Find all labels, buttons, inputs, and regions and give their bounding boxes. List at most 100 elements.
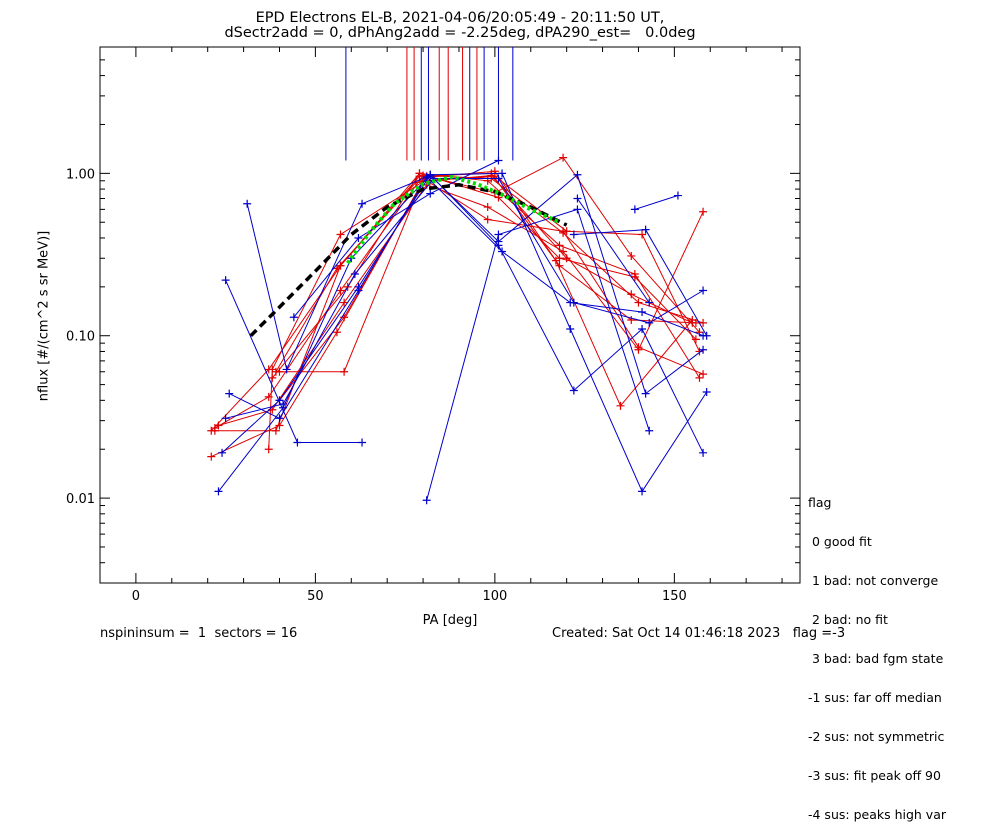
data-point-marker (573, 205, 582, 214)
data-point-marker (562, 254, 571, 263)
data-point-marker (293, 438, 302, 447)
data-point-marker (645, 298, 654, 307)
data-point-marker (555, 254, 564, 263)
data-point-marker (630, 205, 639, 214)
series-line-red (214, 174, 704, 429)
legend-line: 1 bad: not converge (808, 573, 939, 588)
data-point-marker (569, 230, 578, 239)
y-tick-label: 0.01 (66, 492, 95, 507)
data-point-marker (627, 290, 636, 299)
data-point-marker (638, 487, 647, 496)
legend-line: -2 sus: not symmetric (808, 729, 945, 744)
fit-curve-green (346, 174, 561, 265)
series-line-blue (293, 160, 499, 318)
legend-line: 0 good fit (808, 534, 872, 549)
data-point-marker (483, 215, 492, 224)
legend-line: 2 bad: no fit (808, 612, 888, 627)
data-point-marker (494, 156, 503, 165)
data-point-marker (426, 171, 435, 180)
data-point-marker (358, 438, 367, 447)
series-line-blue (221, 172, 708, 493)
data-point-marker (699, 207, 708, 216)
series-line-blue (246, 173, 704, 395)
data-point-marker (559, 153, 568, 162)
data-point-marker (638, 325, 647, 334)
data-point-marker (214, 487, 223, 496)
data-point-marker (225, 389, 234, 398)
data-point-marker (566, 325, 575, 334)
data-point-marker (498, 169, 507, 178)
data-point-marker (494, 174, 503, 183)
data-point-marker (336, 230, 345, 239)
data-point-marker (695, 373, 704, 382)
data-point-marker (630, 272, 639, 281)
data-point-marker (641, 225, 650, 234)
data-point-marker (264, 445, 273, 454)
data-point-marker (645, 318, 654, 327)
data-point-marker (354, 286, 363, 295)
x-tick-label: 0 (132, 589, 140, 604)
data-point-marker (358, 199, 367, 208)
x-axis-label: PA [deg] (422, 613, 478, 628)
data-point-marker (688, 318, 697, 327)
data-point-marker (498, 247, 507, 256)
data-point-marker (566, 298, 575, 307)
footer-created-info: Created: Sat Oct 14 01:46:18 2023 flag =… (552, 626, 846, 641)
data-point-marker (645, 426, 654, 435)
flag-legend: flag 0 good fit 1 bad: not converge 2 ba… (808, 470, 946, 834)
pa-distribution-plot: 0 50 100 150 0.01 0.10 1.00 (66, 46, 801, 604)
data-point-marker (555, 241, 564, 250)
data-point-marker (350, 269, 359, 278)
data-point-marker (634, 343, 643, 352)
legend-line: -1 sus: far off median (808, 690, 942, 705)
data-point-marker (627, 251, 636, 260)
x-tick-label: 50 (307, 589, 324, 604)
x-tick-label: 150 (662, 589, 687, 604)
footer-spin-info: nspininsum = 1 sectors = 16 (100, 626, 298, 641)
series-line-red (271, 172, 697, 379)
data-point-marker (271, 426, 280, 435)
series-line-blue (218, 174, 704, 492)
plot-title-line-2: dSectr2add = 0, dPhAng2add = -2.25deg, d… (224, 25, 696, 41)
data-point-marker (354, 233, 363, 242)
data-point-marker (695, 328, 704, 337)
plot-frame (99, 46, 801, 584)
data-point-marker (616, 401, 625, 410)
data-point-marker (243, 199, 252, 208)
data-point-marker (699, 345, 708, 354)
data-point-marker (699, 286, 708, 295)
data-point-marker (691, 335, 700, 344)
data-point-marker (627, 315, 636, 324)
data-point-marker (641, 389, 650, 398)
legend-line: 3 bad: bad fgm state (808, 651, 944, 666)
data-point-marker (218, 448, 227, 457)
data-point-marker (271, 367, 280, 376)
legend-line: -3 sus: fit peak off 90 (808, 768, 941, 783)
data-point-marker (573, 170, 582, 179)
data-point-marker (702, 331, 711, 340)
data-point-marker (282, 365, 291, 374)
y-tick-label: 1.00 (66, 167, 95, 182)
data-point-marker (289, 313, 298, 322)
series-line-blue (426, 208, 650, 501)
data-point-marker (426, 189, 435, 198)
plot-title-line-1: EPD Electrons EL-B, 2021-04-06/20:05:49 … (255, 10, 665, 26)
y-axis-label: nflux [#/(cm^2 s sr MeV)] (36, 230, 52, 402)
y-tick-label: 0.10 (66, 330, 95, 345)
data-point-marker (336, 286, 345, 295)
data-point-marker (699, 370, 708, 379)
data-point-marker (569, 386, 578, 395)
data-point-marker (415, 169, 424, 178)
data-point-marker (638, 307, 647, 316)
data-point-marker (207, 452, 216, 461)
series-line-blue (576, 198, 650, 303)
data-point-marker (673, 191, 682, 200)
series-line-blue (634, 195, 679, 210)
data-point-marker (214, 421, 223, 430)
data-point-marker (559, 227, 568, 236)
data-point-marker (422, 496, 431, 505)
data-point-marker (494, 230, 503, 239)
series-line-red (218, 184, 704, 426)
data-point-marker (332, 328, 341, 337)
series-line-blue (225, 279, 363, 443)
